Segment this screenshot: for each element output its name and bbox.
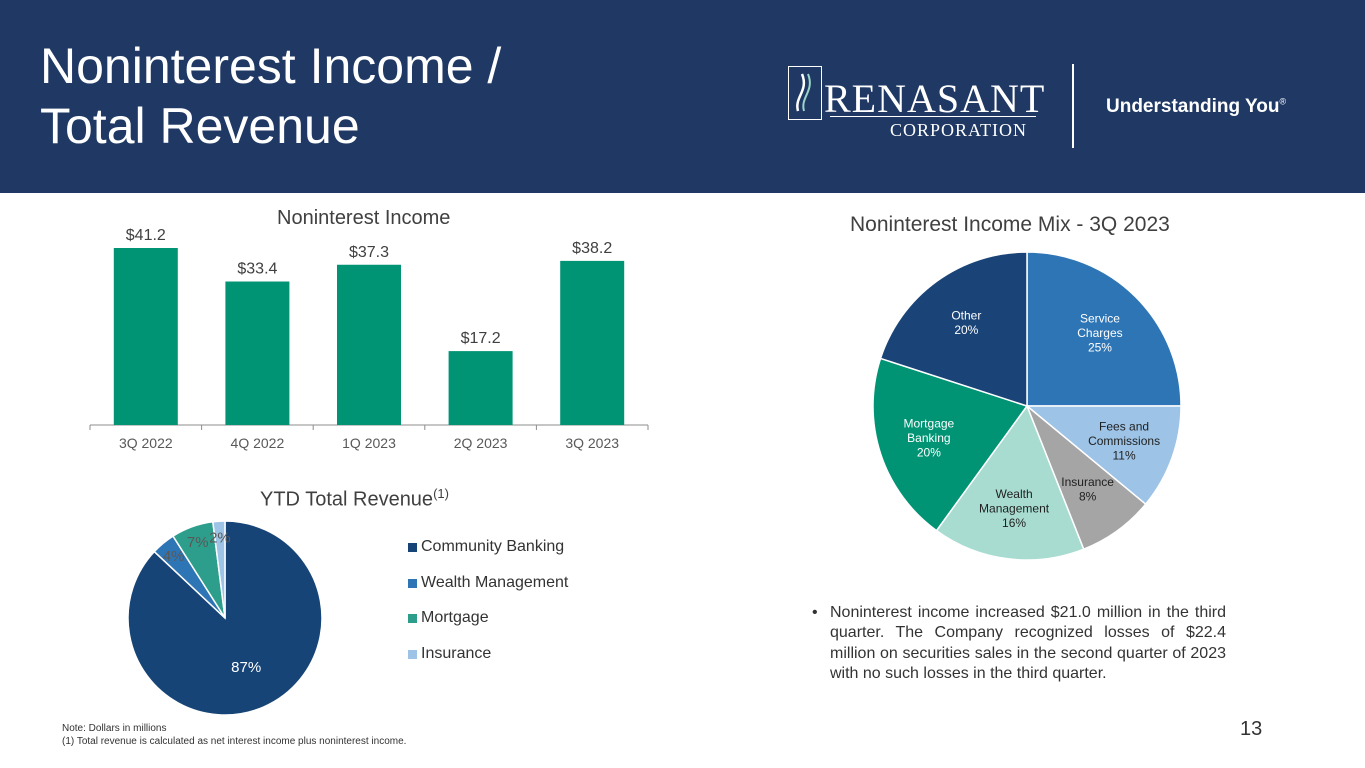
pie-slice xyxy=(1026,251,1182,407)
ytd-chart-title-text: YTD Total Revenue xyxy=(260,488,434,511)
pie-slice xyxy=(212,520,226,619)
pie-slice-label: 2% xyxy=(209,530,231,547)
header-divider xyxy=(1072,64,1074,148)
pie-slice-label: Charges xyxy=(1077,326,1122,340)
x-tick-label: 3Q 2022 xyxy=(119,435,173,451)
legend-swatch xyxy=(408,578,417,588)
pie-slice-label: Banking xyxy=(907,431,950,445)
bar-data-label: $37.3 xyxy=(349,244,389,261)
legend-item: Mortgage xyxy=(408,609,568,645)
pie-slice-label: 25% xyxy=(1088,341,1112,355)
page-title: Noninterest Income / Total Revenue xyxy=(40,36,660,156)
x-tick-label: 4Q 2022 xyxy=(231,435,285,451)
pie-slice-label: Service xyxy=(1080,312,1120,326)
mix-chart-title: Noninterest Income Mix - 3Q 2023 xyxy=(850,213,1170,236)
x-tick-label: 1Q 2023 xyxy=(342,435,396,451)
bar xyxy=(560,260,625,425)
noninterest-income-bar-chart: $41.2 3Q 2022 $33.4 4Q 2022 $37.3 1Q 2023 $17.… xyxy=(89,227,649,451)
footnote-line: Note: Dollars in millions xyxy=(62,723,167,734)
legend-swatch xyxy=(408,649,417,659)
page-title-line-1: Noninterest Income / xyxy=(40,38,502,94)
pie-slice-label: 16% xyxy=(1002,516,1026,530)
renasant-logo-icon xyxy=(788,66,822,120)
pie-slice-label: 20% xyxy=(917,445,941,459)
pie-slice xyxy=(879,251,1028,408)
tagline: Understanding You® xyxy=(1106,96,1286,118)
legend-label: Insurance xyxy=(421,644,492,662)
ytd-chart-title: YTD Total Revenue(1) xyxy=(260,486,449,512)
pie-slice-label: Fees and xyxy=(1099,419,1149,433)
bullet-marker: • xyxy=(812,604,818,621)
legend-item: Insurance xyxy=(408,645,568,681)
bar xyxy=(448,351,513,425)
ytd-chart-title-footnote: (1) xyxy=(433,486,449,501)
logo-subtext: CORPORATION xyxy=(890,120,1028,140)
pie-slice-label: Management xyxy=(979,501,1050,515)
ytd-legend: Community Banking Wealth Management Mort… xyxy=(408,538,568,680)
legend-swatch xyxy=(408,543,417,552)
legend-label: Mortgage xyxy=(421,609,489,626)
pie-slice-label: Insurance xyxy=(1061,475,1114,489)
legend-item: Community Banking xyxy=(408,538,568,574)
legend-label: Community Banking xyxy=(421,538,565,555)
bar xyxy=(113,248,178,425)
pie-slice-label: 8% xyxy=(1079,490,1097,504)
pie-slice xyxy=(127,520,323,716)
pie-slice-label: 87% xyxy=(231,659,261,676)
pie-slice-label: 4% xyxy=(163,548,185,565)
x-tick-label: 2Q 2023 xyxy=(454,435,508,451)
bar-data-label: $38.2 xyxy=(572,240,612,257)
bar-data-label: $17.2 xyxy=(461,330,501,347)
page-title-line-2: Total Revenue xyxy=(40,98,360,154)
bar-chart-title: Noninterest Income xyxy=(277,207,451,229)
footnote-line: (1) Total revenue is calculated as net i… xyxy=(62,736,407,747)
pie-slice xyxy=(935,404,1085,561)
bar-data-label: $33.4 xyxy=(237,261,277,278)
commentary-bullet: • Noninterest income increased $21.0 mil… xyxy=(812,603,1226,684)
bar-data-label: $41.2 xyxy=(126,227,166,244)
legend-swatch xyxy=(408,614,417,623)
pie-slice-label: Wealth xyxy=(995,487,1032,501)
pie-slice-label: Mortgage xyxy=(904,416,955,430)
bar xyxy=(225,281,290,425)
pie-slice-label: 20% xyxy=(954,323,978,337)
legend-item: Wealth Management xyxy=(408,574,568,610)
tagline-text: Understanding You xyxy=(1106,96,1280,117)
x-tick-label: 3Q 2023 xyxy=(565,435,619,451)
pie-slice xyxy=(1024,405,1182,506)
pie-slice-label: Other xyxy=(951,308,981,322)
header-banner: Noninterest Income / Total Revenue RENAS… xyxy=(0,0,1365,193)
ytd-total-revenue-pie-chart: 87% 4%7% 2% xyxy=(127,520,323,716)
pie-slice xyxy=(872,357,1029,532)
pie-slice-label: Commissions xyxy=(1088,434,1160,448)
legend-label: Wealth Management xyxy=(421,573,569,591)
logo-rule xyxy=(830,116,1036,117)
footnote: Note: Dollars in millions (1) Total reve… xyxy=(62,722,406,748)
pie-slice-label: 11% xyxy=(1113,448,1136,462)
page-number: 13 xyxy=(1240,718,1263,740)
bullet-text: Noninterest income increased $21.0 milli… xyxy=(830,604,1226,682)
tagline-mark: ® xyxy=(1279,96,1287,107)
logo-wordmark: RENASANT xyxy=(824,76,1046,121)
pie-slice-label: 7% xyxy=(187,534,209,551)
bar xyxy=(337,264,401,425)
